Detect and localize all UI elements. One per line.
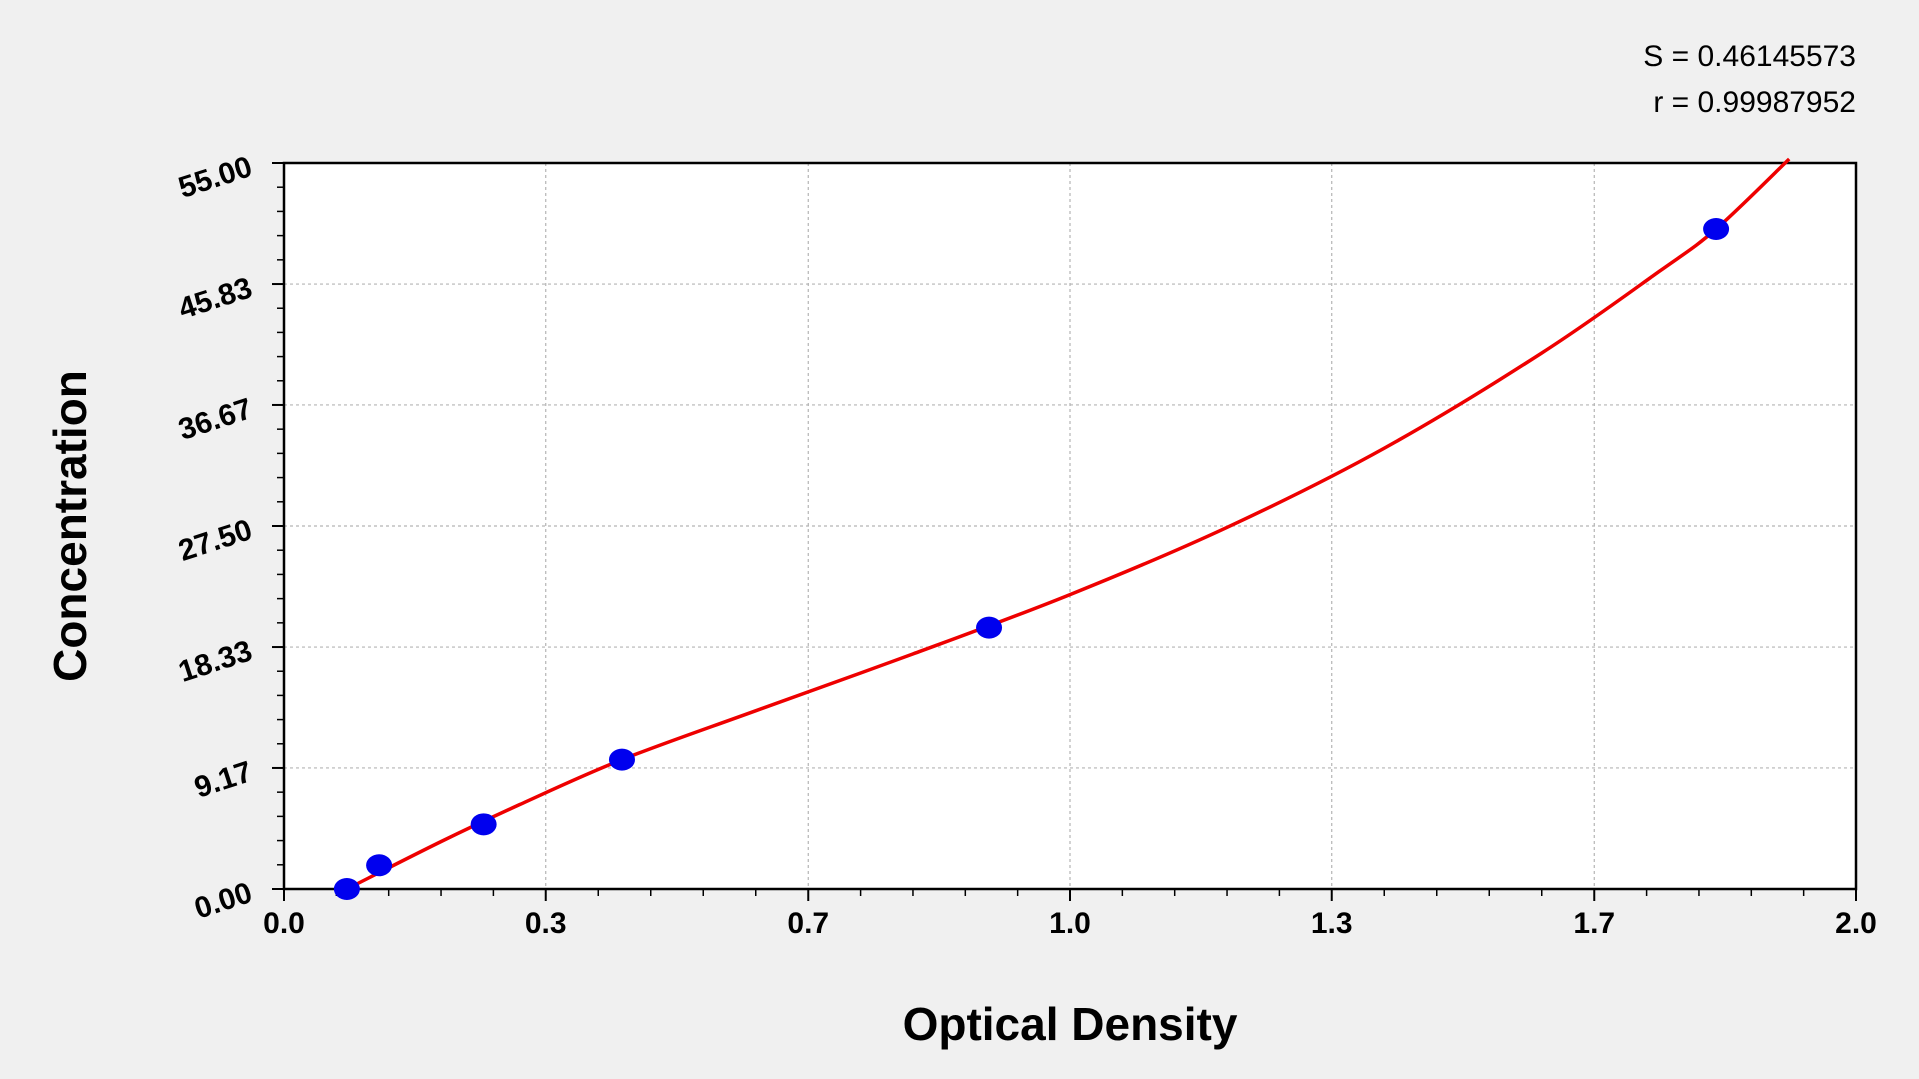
x-tick-label: 1.7 (1573, 907, 1615, 940)
y-tick-label: 45.83 (175, 271, 257, 326)
x-tick-label: 0.3 (525, 907, 567, 940)
data-point (1703, 218, 1730, 240)
y-tick-label: 9.17 (190, 755, 256, 804)
y-axis-tick-labels: 0.00 9.17 18.33 27.50 36.67 45.83 55.00 (175, 150, 257, 925)
x-axis-tick-labels: 0.0 0.3 0.7 1.0 1.3 1.7 2.0 (263, 907, 1877, 940)
y-tick-label: 18.33 (175, 634, 257, 689)
data-point (333, 878, 360, 900)
s-statistic: S = 0.46145573 (1643, 40, 1856, 73)
y-axis-title: Concentration (44, 370, 96, 682)
data-point (608, 748, 635, 771)
data-point (366, 854, 393, 877)
y-tick-label: 55.00 (175, 150, 257, 205)
data-point (470, 813, 497, 836)
x-tick-label: 1.0 (1049, 907, 1091, 940)
data-points (333, 218, 1730, 900)
x-axis-title: Optical Density (903, 998, 1238, 1050)
x-tick-label: 2.0 (1835, 907, 1877, 940)
y-tick-label: 0.00 (190, 876, 256, 925)
x-tick-label: 0.0 (263, 907, 305, 940)
y-tick-label: 27.50 (175, 513, 257, 568)
grid-lines (284, 163, 1856, 889)
x-tick-label: 1.3 (1311, 907, 1353, 940)
fit-curve-line (346, 157, 1791, 891)
x-tick-label: 0.7 (787, 907, 829, 940)
y-tick-label: 36.67 (175, 392, 257, 447)
r-statistic: r = 0.99987952 (1653, 86, 1856, 119)
data-point (976, 616, 1003, 639)
plot-frame (282, 161, 1858, 891)
